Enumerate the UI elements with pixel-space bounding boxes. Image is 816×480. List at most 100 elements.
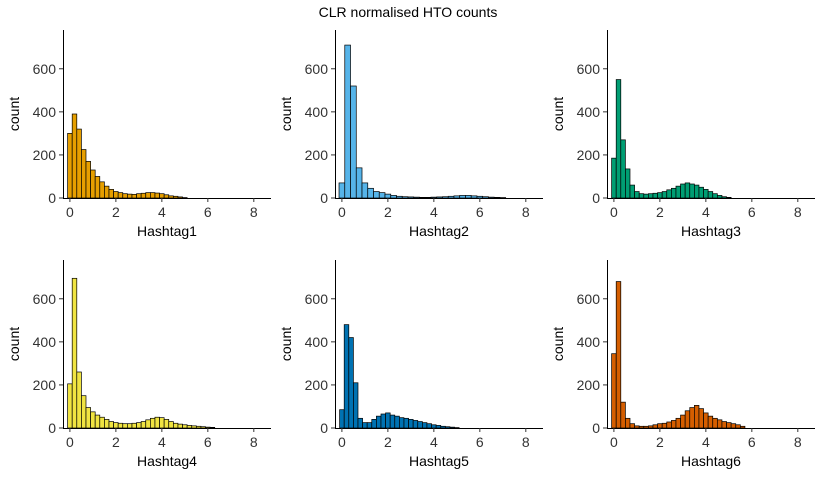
panel-hashtag6: 0 2 4 6 8 0 200 400 600 Hashtag6 count <box>550 260 815 469</box>
histogram-bar <box>361 182 369 199</box>
histogram-bar <box>177 423 183 429</box>
x-tick-label: 4 <box>158 204 166 220</box>
histogram-bar <box>186 425 193 429</box>
histogram-bar <box>76 128 82 199</box>
panel-hashtag1: 0 2 4 6 8 0 200 400 600 Hashtag1 count <box>6 30 271 239</box>
histogram-bar <box>154 192 160 199</box>
x-tick-label: 2 <box>384 204 392 220</box>
histogram-bar <box>205 426 211 429</box>
histogram-bar <box>343 324 350 429</box>
histogram-bar <box>643 193 649 199</box>
x-axis-title: Hashtag6 <box>681 453 741 469</box>
histogram-bar <box>453 195 461 199</box>
histogram-bar <box>419 197 426 199</box>
histogram-bar <box>376 415 382 429</box>
histogram-bar <box>159 417 165 429</box>
histogram-bar <box>680 183 686 199</box>
histogram-bar <box>703 189 709 199</box>
y-tick-label: 0 <box>320 190 328 206</box>
histogram-bar <box>367 187 374 199</box>
histogram-bar <box>136 422 142 429</box>
histogram-bar <box>145 419 151 429</box>
y-tick-label: 400 <box>33 104 57 120</box>
y-tick-label: 0 <box>320 420 328 436</box>
histogram-bar <box>145 192 151 199</box>
histogram-bar <box>611 353 617 429</box>
x-tick-label: 2 <box>112 434 120 450</box>
histogram-bar <box>108 189 114 199</box>
histogram-bar <box>634 191 640 199</box>
histogram-bar <box>163 419 170 429</box>
histogram-bar <box>413 196 420 199</box>
histogram-bar <box>629 423 635 429</box>
histogram-bar <box>159 193 165 199</box>
x-tick-label: 8 <box>250 204 258 220</box>
histogram-bar <box>85 161 91 199</box>
y-axis-title: count <box>550 97 566 131</box>
histogram-bar <box>131 193 137 199</box>
histogram-bar <box>634 425 640 429</box>
x-tick-label: 4 <box>702 434 710 450</box>
histogram-bar <box>81 395 87 429</box>
histogram-bar <box>140 192 147 199</box>
histogram-bar <box>338 182 346 199</box>
y-axis-title: count <box>278 327 294 361</box>
histogram-bar <box>122 423 128 429</box>
x-tick-label: 6 <box>476 434 484 450</box>
histogram-bar <box>615 281 622 429</box>
histogram-bar <box>707 191 714 199</box>
histogram-bar <box>684 182 691 199</box>
panel-hashtag3: 0 2 4 6 8 0 200 400 600 Hashtag3 count <box>550 30 815 239</box>
histogram-bar <box>177 196 183 199</box>
histogram-bar <box>380 413 386 429</box>
x-tick-label: 2 <box>112 204 120 220</box>
histogram-bar <box>209 427 216 429</box>
histogram-bar <box>71 277 78 429</box>
x-tick-label: 8 <box>522 204 530 220</box>
panel-hashtag5: 0 2 4 6 8 0 200 400 600 Hashtag5 count <box>278 260 543 469</box>
histogram-bar <box>671 420 677 429</box>
y-tick-label: 0 <box>592 190 600 206</box>
y-tick-label: 600 <box>305 61 329 77</box>
histogram-bar <box>67 383 73 429</box>
panel-hashtag4: 0 2 4 6 8 0 200 400 600 Hashtag4 count <box>6 260 271 469</box>
histogram-bar <box>615 79 622 199</box>
histogram-bar <box>721 196 727 199</box>
histogram-bar <box>396 195 403 199</box>
x-tick-label: 6 <box>204 204 212 220</box>
x-tick-label: 0 <box>338 204 346 220</box>
y-tick-label: 600 <box>33 291 57 307</box>
histogram-bar <box>117 192 124 199</box>
histogram-bar <box>689 183 695 199</box>
histogram-bar <box>108 421 114 429</box>
histogram-bar <box>99 416 105 429</box>
y-tick-label: 0 <box>48 420 56 436</box>
x-tick-label: 8 <box>522 434 530 450</box>
histogram-bar <box>435 425 442 429</box>
histogram-bar <box>712 417 718 429</box>
histogram-bar <box>131 422 137 429</box>
x-tick-label: 2 <box>656 204 664 220</box>
histogram-bar <box>117 422 124 429</box>
y-tick-label: 600 <box>577 61 601 77</box>
histogram-bar <box>482 196 489 199</box>
histogram-bar <box>465 195 472 199</box>
histogram-bar <box>716 195 723 199</box>
histogram-bar <box>136 193 142 199</box>
histogram-bar <box>459 195 466 199</box>
y-axis-title: count <box>6 97 22 131</box>
histogram-bar <box>81 149 87 199</box>
x-tick-label: 8 <box>794 434 802 450</box>
histogram-bar <box>661 422 668 429</box>
histogram-bar <box>726 197 732 199</box>
y-tick-label: 400 <box>577 334 601 350</box>
histogram-bar <box>373 191 380 199</box>
histogram-bar <box>122 193 128 199</box>
y-tick-label: 600 <box>33 61 57 77</box>
y-tick-label: 200 <box>305 377 329 393</box>
histogram-bar <box>350 85 357 199</box>
histogram-bar <box>408 419 414 429</box>
histogram-bar <box>712 193 718 199</box>
histogram-bar <box>407 196 415 199</box>
